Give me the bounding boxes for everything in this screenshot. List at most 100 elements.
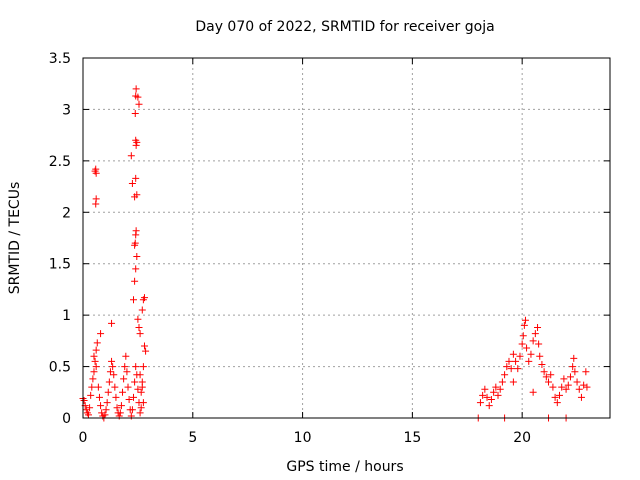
y-tick-label: 2 (62, 205, 71, 221)
data-point (583, 383, 591, 391)
data-point (535, 340, 543, 348)
data-point (540, 368, 548, 376)
data-point (122, 352, 130, 360)
data-point (105, 378, 113, 386)
data-point (89, 375, 97, 383)
data-point (138, 378, 146, 386)
data-point (525, 357, 533, 365)
data-point (135, 323, 143, 331)
x-tick-label: 5 (188, 430, 197, 446)
data-point (90, 352, 98, 360)
data-point (569, 363, 577, 371)
data-point (136, 371, 144, 379)
data-point (536, 352, 544, 360)
data-point (507, 365, 515, 373)
data-point (92, 346, 100, 354)
data-point (553, 399, 561, 407)
data-point (564, 381, 572, 389)
data-point (531, 330, 539, 338)
data-point (97, 402, 105, 410)
data-point (139, 399, 147, 407)
data-point (92, 165, 100, 173)
data-point (496, 385, 504, 393)
plot-frame (82, 57, 611, 419)
data-point (571, 368, 579, 376)
data-points (79, 85, 591, 422)
data-point (134, 315, 142, 323)
data-point (108, 357, 116, 365)
data-point (520, 321, 528, 329)
x-tick-label: 20 (513, 430, 531, 446)
data-point (490, 388, 498, 396)
data-point (111, 383, 119, 391)
data-point (116, 409, 124, 417)
data-point (505, 357, 513, 365)
data-point (479, 391, 487, 399)
data-point (132, 265, 140, 273)
data-point (527, 350, 535, 358)
data-point (127, 152, 135, 160)
chart-title: Day 070 of 2022, SRMTID for receiver goj… (195, 19, 494, 35)
data-point (128, 406, 136, 414)
y-tick-label: 0 (62, 411, 71, 427)
data-point (134, 93, 142, 101)
data-point (509, 378, 517, 386)
x-tick-label: 10 (294, 430, 312, 446)
data-point (555, 391, 563, 399)
data-point (92, 200, 100, 208)
data-point (125, 395, 133, 403)
data-point (566, 373, 574, 381)
data-point (112, 393, 120, 401)
data-point (119, 388, 127, 396)
data-point (113, 404, 121, 412)
data-point (108, 319, 116, 327)
data-point (529, 337, 537, 345)
data-point (140, 294, 148, 302)
data-point (123, 368, 131, 376)
data-point (137, 388, 145, 396)
data-point (518, 340, 526, 348)
data-point (84, 411, 92, 419)
data-point (549, 383, 557, 391)
data-point (132, 85, 140, 93)
data-point (135, 100, 143, 108)
data-point (516, 352, 524, 360)
data-point (131, 239, 139, 247)
data-point (142, 347, 150, 355)
y-tick-label: 2.5 (49, 154, 71, 170)
data-point (494, 391, 502, 399)
data-point (138, 306, 146, 314)
data-point (139, 363, 147, 371)
y-tick-label: 3.5 (49, 51, 71, 67)
data-point (91, 357, 99, 365)
data-point (570, 354, 578, 362)
y-tick-label: 0.5 (49, 360, 71, 376)
data-point (487, 395, 495, 403)
data-point (131, 110, 139, 118)
data-point (109, 363, 117, 371)
data-point (134, 385, 142, 393)
data-point (509, 350, 517, 358)
data-point (542, 373, 550, 381)
x-axis-label: GPS time / hours (286, 459, 403, 475)
data-point (92, 363, 100, 371)
data-point (476, 399, 484, 407)
data-point (514, 365, 522, 373)
data-point (132, 227, 140, 235)
data-point (94, 383, 102, 391)
y-axis-label: SRMTID / TECUs (7, 182, 23, 295)
data-point (95, 393, 103, 401)
data-point (80, 397, 88, 405)
data-point (133, 191, 141, 199)
data-point (492, 383, 500, 391)
data-point (575, 385, 583, 393)
data-point (498, 378, 506, 386)
data-point (529, 388, 537, 396)
data-point (545, 378, 553, 386)
data-point (551, 393, 559, 401)
data-point (90, 368, 98, 376)
y-tick-label: 1.5 (49, 257, 71, 273)
data-point (562, 385, 570, 393)
data-point (137, 404, 145, 412)
